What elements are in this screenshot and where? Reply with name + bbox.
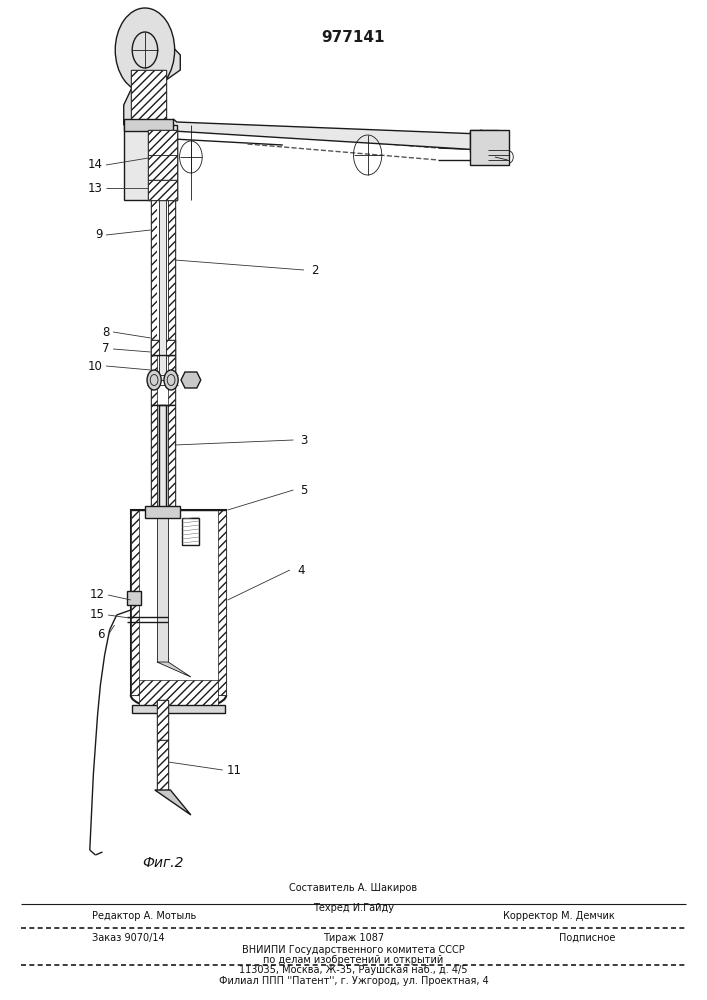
Text: 11: 11 (226, 764, 241, 776)
Bar (159, 405, 166, 510)
Text: Техред И.Гайду: Техред И.Гайду (313, 903, 394, 913)
Bar (157, 700, 168, 740)
Bar (124, 125, 177, 200)
Circle shape (115, 8, 175, 92)
Text: Филиал ППП ''Патент'', г. Ужгород, ул. Проектная, 4: Филиал ППП ''Патент'', г. Ужгород, ул. П… (218, 976, 489, 986)
Circle shape (164, 370, 178, 390)
Bar (470, 130, 509, 165)
Text: ВНИИПИ Государственного комитета СССР: ВНИИПИ Государственного комитета СССР (242, 945, 465, 955)
Circle shape (147, 370, 161, 390)
Bar (124, 119, 173, 131)
Bar (132, 705, 225, 713)
Text: 13: 13 (88, 182, 103, 194)
Polygon shape (157, 662, 191, 677)
Bar (151, 180, 157, 380)
Bar (168, 405, 175, 510)
Text: 113035, Москва, Ж-35, Раушская наб., д. 4/5: 113035, Москва, Ж-35, Раушская наб., д. … (239, 965, 468, 975)
Polygon shape (173, 119, 488, 150)
Bar (131, 510, 226, 695)
Text: 977141: 977141 (322, 29, 385, 44)
Bar (148, 180, 177, 200)
Text: Корректор М. Демчик: Корректор М. Демчик (503, 911, 615, 921)
Polygon shape (124, 40, 180, 125)
Bar (151, 180, 157, 380)
Text: 4: 4 (297, 564, 305, 576)
Bar (157, 515, 168, 662)
Text: 14: 14 (88, 158, 103, 172)
Text: 10: 10 (88, 360, 103, 372)
Text: 3: 3 (300, 434, 308, 446)
Text: 6: 6 (97, 629, 105, 642)
Bar (157, 700, 168, 740)
Text: 5: 5 (300, 484, 308, 496)
Polygon shape (155, 790, 191, 815)
Bar (157, 740, 168, 790)
Text: 2: 2 (311, 263, 319, 276)
Text: 8: 8 (103, 326, 110, 338)
Text: Подписное: Подписное (559, 933, 615, 943)
Bar (131, 70, 166, 125)
Bar (131, 70, 166, 125)
Text: Тираж 1087: Тираж 1087 (323, 933, 384, 943)
Text: Составитель А. Шакиров: Составитель А. Шакиров (289, 883, 418, 893)
Bar (148, 130, 177, 180)
Bar (168, 180, 175, 380)
Polygon shape (481, 130, 498, 150)
Bar (159, 190, 166, 380)
Bar (139, 680, 218, 705)
Text: 7: 7 (102, 342, 110, 356)
Bar (131, 510, 139, 695)
Text: Редактор А. Мотыль: Редактор А. Мотыль (92, 911, 196, 921)
Bar (151, 340, 175, 355)
Bar (470, 130, 498, 152)
Bar (151, 405, 157, 510)
Text: Фиг.2: Фиг.2 (142, 856, 183, 870)
Bar (157, 180, 168, 380)
Bar (148, 180, 177, 200)
Bar (218, 510, 226, 695)
Text: 15: 15 (90, 608, 105, 621)
Bar (151, 340, 175, 355)
Text: 12: 12 (90, 588, 105, 601)
Text: по делам изобретений и открытий: по делам изобретений и открытий (264, 955, 443, 965)
Bar (127, 591, 141, 605)
Bar (148, 130, 177, 180)
Bar (168, 405, 175, 510)
Bar (168, 180, 175, 380)
Bar (157, 740, 168, 790)
Text: 9: 9 (95, 229, 103, 241)
Bar (182, 518, 199, 545)
Bar (151, 405, 157, 510)
Text: Заказ 9070/14: Заказ 9070/14 (92, 933, 165, 943)
Bar (168, 355, 175, 405)
Bar (151, 355, 175, 405)
Bar (145, 506, 180, 518)
Bar (151, 355, 157, 405)
Polygon shape (181, 372, 201, 388)
